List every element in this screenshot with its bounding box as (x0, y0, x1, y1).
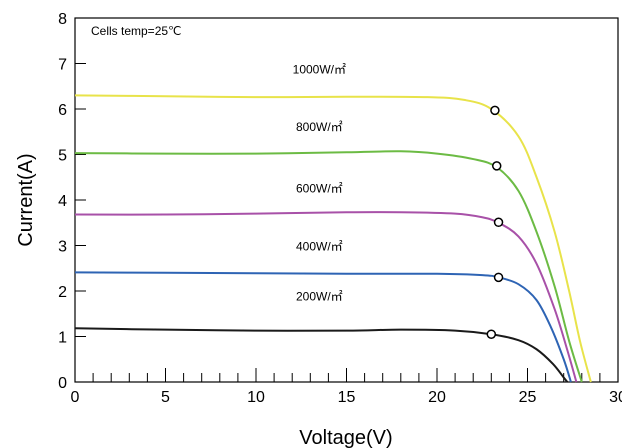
y-tick-label: 4 (58, 193, 67, 210)
x-tick-label: 20 (428, 389, 446, 406)
x-tick-label: 25 (519, 389, 537, 406)
x-tick-label: 15 (338, 389, 356, 406)
cell-temp-annotation: Cells temp=25℃ (91, 24, 182, 38)
plot-area-frame (74, 17, 619, 383)
x-tick-label: 0 (71, 389, 80, 406)
curve-label: 800W/㎡ (296, 120, 343, 134)
y-tick-label: 2 (58, 284, 67, 301)
curve-1000w (74, 94, 592, 383)
x-axis-title: Voltage(V) (299, 427, 392, 448)
curve-200w (74, 327, 569, 383)
mpp-marker (491, 161, 502, 171)
curve-labels-layer: 1000W/㎡ 800W/㎡ 600W/㎡ 400W/㎡ 200W/㎡ (293, 62, 346, 303)
y-axis: 0 1 2 3 4 5 6 7 8 (58, 11, 86, 392)
x-axis: 0 5 10 15 20 25 30 (71, 368, 622, 406)
y-tick-label: 5 (58, 148, 67, 165)
x-tick-label: 30 (609, 389, 622, 406)
curve-label: 400W/㎡ (296, 239, 343, 253)
mpp-markers-layer (486, 105, 504, 339)
curves-layer (74, 94, 592, 383)
curve-600w (74, 211, 578, 383)
y-tick-label: 6 (58, 102, 67, 119)
curve-800w (74, 150, 583, 383)
mpp-marker (486, 329, 497, 339)
y-tick-label: 7 (58, 57, 67, 74)
y-tick-label: 3 (58, 239, 67, 256)
curve-label: 200W/㎡ (296, 289, 343, 303)
curve-400w (74, 271, 572, 383)
curve-label: 600W/㎡ (296, 182, 343, 196)
y-axis-title: Current(A) (15, 153, 37, 246)
mpp-marker (493, 217, 504, 228)
mpp-marker (493, 272, 504, 283)
y-tick-label: 0 (58, 375, 67, 392)
x-tick-label: 5 (161, 389, 170, 406)
x-tick-label: 10 (247, 389, 265, 406)
curve-label: 1000W/㎡ (293, 62, 346, 76)
y-tick-label: 8 (58, 11, 67, 28)
y-tick-label: 1 (58, 330, 67, 347)
mpp-marker (490, 105, 500, 116)
